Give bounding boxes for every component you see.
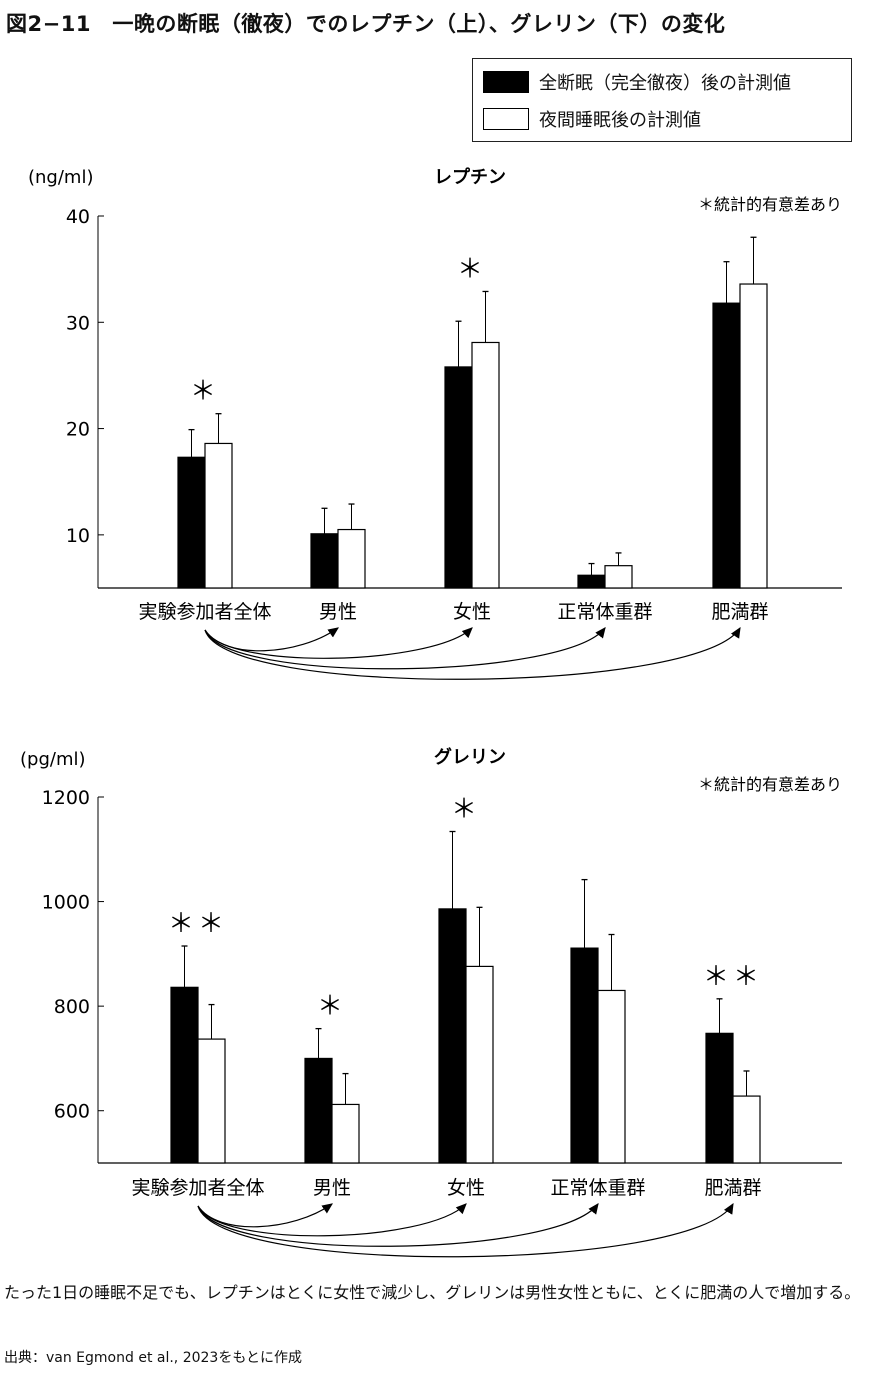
significance-marker: ＊ — [451, 795, 481, 825]
significance-marker: ＊＊ — [703, 962, 763, 992]
category-label: 女性 — [447, 1177, 485, 1199]
legend-item-normal-sleep: 夜間睡眠後の計測値 — [483, 106, 701, 132]
figure-title: 図2−11 一晩の断眠（徹夜）でのレプチン（上）、グレリン（下）の変化 — [6, 12, 726, 36]
significance-marker: ＊＊ — [168, 909, 228, 939]
category-label: 男性 — [319, 601, 357, 623]
comparison-arrow — [197, 1203, 467, 1237]
bar-normal-sleep — [331, 1103, 360, 1164]
category-label: 肥満群 — [704, 1177, 761, 1199]
bar-sleep-deprived — [177, 456, 206, 589]
legend-label: 全断眠（完全徹夜）後の計測値 — [539, 73, 791, 94]
category-label: 正常体重群 — [550, 1177, 645, 1199]
chart-title: レプチン — [434, 166, 506, 188]
legend-label: 夜間睡眠後の計測値 — [539, 110, 701, 131]
y-unit-label: (pg/ml) — [20, 749, 86, 770]
legend-swatch-black — [483, 71, 529, 93]
caption: たった1日の睡眠不足でも、レプチンはとくに女性で減少し、グレリンは男性女性ともに… — [4, 1283, 861, 1302]
chart-title: グレリン — [434, 746, 506, 768]
y-tick-label: 10 — [66, 525, 90, 547]
bar-normal-sleep — [471, 341, 500, 589]
comparison-arrow — [197, 1203, 599, 1247]
bar-normal-sleep — [337, 528, 366, 589]
category-label: 肥満群 — [711, 601, 768, 623]
bar-normal-sleep — [604, 565, 633, 589]
bar-normal-sleep — [597, 989, 626, 1164]
y-tick-label: 30 — [66, 312, 90, 334]
legend-swatch-white — [483, 108, 529, 130]
bar-sleep-deprived — [438, 908, 467, 1164]
bar-normal-sleep — [465, 965, 494, 1164]
bar-normal-sleep — [197, 1038, 226, 1164]
bar-sleep-deprived — [304, 1057, 333, 1164]
significance-marker: ＊ — [457, 254, 487, 284]
y-unit-label: (ng/ml) — [28, 167, 93, 188]
bar-sleep-deprived — [170, 986, 199, 1164]
category-label: 正常体重群 — [557, 601, 652, 623]
bar-normal-sleep — [204, 442, 233, 589]
y-tick-label: 20 — [66, 419, 90, 441]
y-tick-label: 40 — [66, 206, 90, 228]
significance-marker: ＊ — [317, 992, 347, 1022]
bar-sleep-deprived — [444, 366, 473, 589]
comparison-arrow — [204, 626, 741, 680]
comparison-arrow — [204, 627, 473, 659]
bar-sleep-deprived — [705, 1032, 734, 1164]
source-note: 出典：van Egmond et al., 2023をもとに作成 — [4, 1350, 303, 1366]
bar-normal-sleep — [732, 1095, 761, 1164]
y-tick-label: 800 — [54, 996, 90, 1018]
significance-marker: ＊ — [190, 377, 220, 407]
significance-note: ＊統計的有意差あり — [698, 195, 842, 214]
bar-sleep-deprived — [712, 302, 741, 589]
category-label: 男性 — [313, 1177, 351, 1199]
comparison-arrow — [197, 1203, 333, 1228]
y-tick-label: 1200 — [42, 787, 90, 809]
category-label: 女性 — [453, 601, 491, 623]
bar-sleep-deprived — [310, 533, 339, 589]
bar-sleep-deprived — [570, 947, 599, 1164]
significance-note: ＊統計的有意差あり — [698, 775, 842, 794]
y-tick-label: 600 — [54, 1101, 90, 1123]
category-label: 実験参加者全体 — [131, 1177, 264, 1199]
legend: 全断眠（完全徹夜）後の計測値 夜間睡眠後の計測値 — [472, 58, 852, 142]
bar-sleep-deprived — [577, 574, 606, 589]
comparison-arrow — [197, 1202, 734, 1258]
bar-normal-sleep — [739, 283, 768, 589]
legend-item-sleep-deprived: 全断眠（完全徹夜）後の計測値 — [483, 69, 791, 95]
category-label: 実験参加者全体 — [138, 601, 271, 623]
y-tick-label: 1000 — [42, 892, 90, 914]
comparison-arrow — [204, 627, 606, 670]
